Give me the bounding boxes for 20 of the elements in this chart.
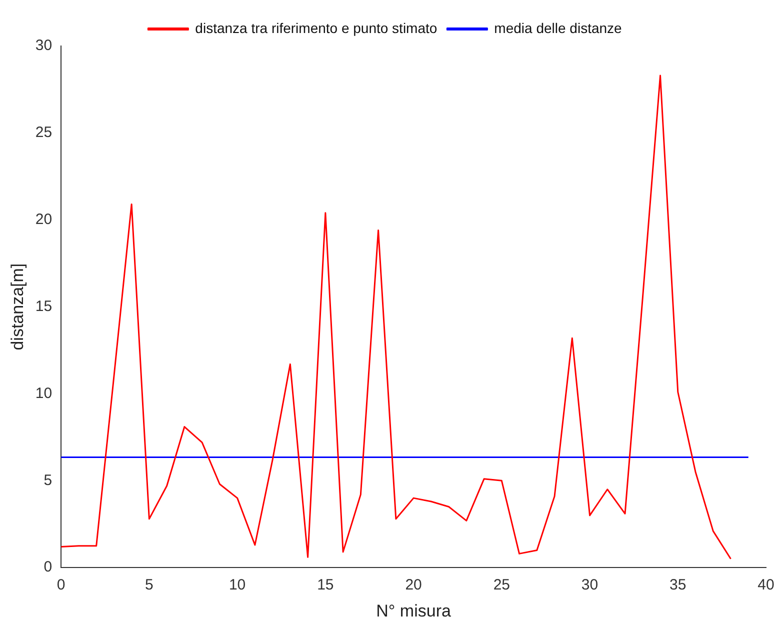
y-tick-label: 10 [35, 384, 52, 402]
x-tick-label: 0 [56, 576, 66, 594]
x-tick-label: 25 [493, 576, 510, 594]
x-tick-label: 15 [317, 576, 334, 594]
y-tick-label: 25 [35, 124, 52, 142]
x-tick-label: 10 [228, 576, 246, 594]
x-tick-label: 5 [145, 576, 154, 594]
x-tick-label: 20 [405, 576, 422, 594]
y-tick-label: 30 [35, 37, 52, 54]
x-tick-label: 35 [670, 576, 686, 594]
x-tick-label: 40 [758, 576, 774, 594]
y-tick-label: 15 [35, 298, 52, 315]
legend-label: media delle distanze [494, 20, 622, 36]
x-tick-label: 30 [581, 576, 598, 594]
y-tick-label: 20 [35, 211, 52, 228]
y-tick-label: 5 [44, 472, 52, 489]
x-axis-title: N° misura [376, 601, 452, 620]
legend-label: distanza tra riferimento e punto stimato [195, 20, 438, 36]
y-tick-label: 0 [44, 558, 52, 576]
y-axis-title: distanza[m] [8, 263, 27, 350]
